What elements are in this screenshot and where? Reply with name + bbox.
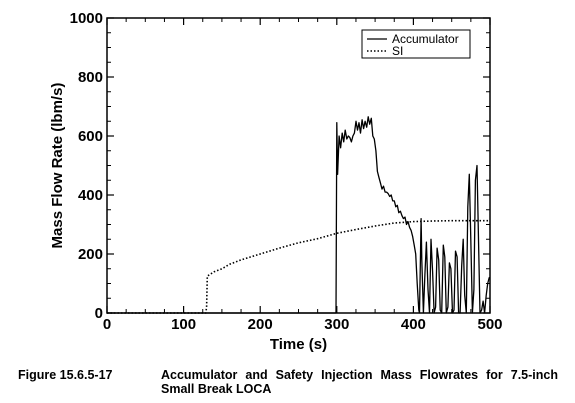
y-tick-label: 1000 [70, 10, 103, 27]
y-tick-label: 200 [78, 246, 103, 263]
figure-caption-text: Accumulator and Safety Injection Mass Fl… [161, 368, 558, 396]
legend-label: Accumulator [392, 32, 459, 46]
y-tick-label: 400 [78, 187, 103, 204]
y-tick-label: 800 [78, 69, 103, 86]
axis-ticks [106, 17, 491, 314]
figure-number: Figure 15.6.5-17 [18, 368, 113, 382]
x-tick-label: 100 [171, 316, 196, 333]
series-group [107, 116, 490, 314]
x-axis-title: Time (s) [270, 336, 327, 353]
series-line-accumulator [107, 116, 490, 314]
x-tick-label: 0 [103, 316, 111, 333]
legend-box [361, 29, 471, 59]
legend-label: SI [392, 44, 403, 58]
axis-tick-labels: 0 100 200 300 400 500 0 200 400 600 800 1000 [70, 10, 503, 333]
x-tick-label: 500 [477, 316, 502, 333]
y-axis-title: Mass Flow Rate (lbm/s) [49, 83, 66, 249]
y-tick-label: 0 [95, 305, 103, 322]
x-tick-label: 200 [248, 316, 273, 333]
x-tick-label: 400 [401, 316, 426, 333]
x-tick-label: 300 [324, 316, 349, 333]
y-tick-label: 600 [78, 128, 103, 145]
